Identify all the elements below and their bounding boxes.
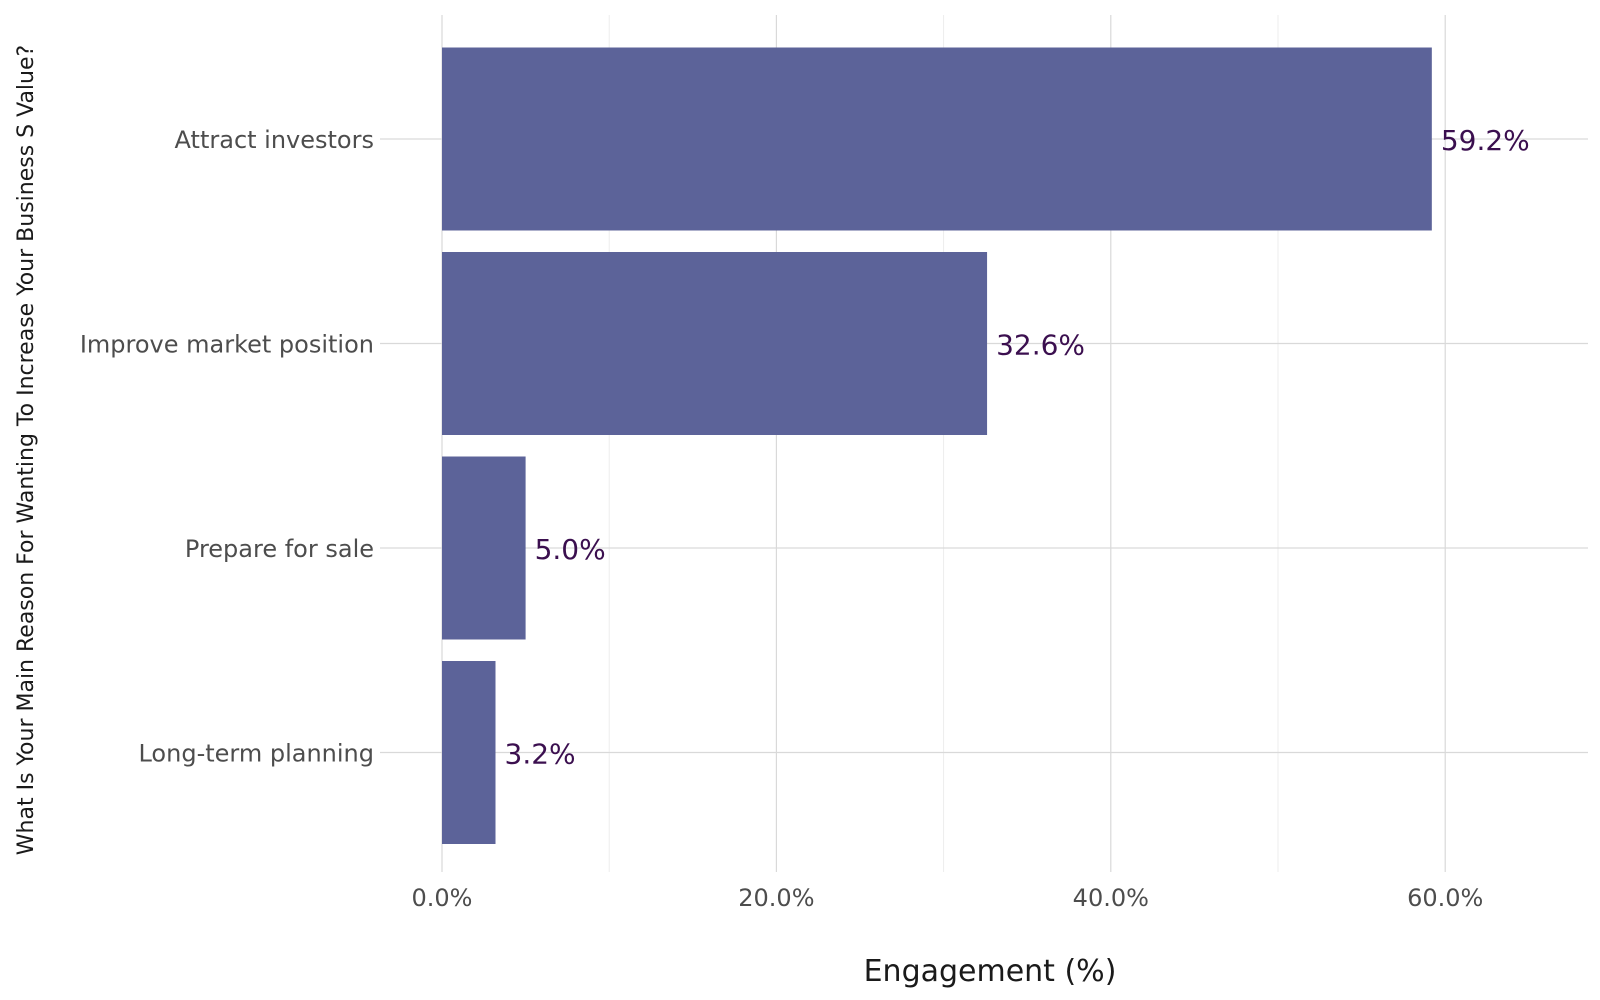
bar bbox=[442, 661, 496, 844]
data-label: 5.0% bbox=[535, 533, 606, 566]
category-label: Long-term planning bbox=[138, 740, 374, 768]
category-labels: Attract investors Improve market position… bbox=[80, 126, 374, 768]
category-label: Improve market position bbox=[80, 331, 374, 359]
x-tick-labels: 0.0% 20.0% 40.0% 60.0% bbox=[412, 884, 1484, 912]
bar bbox=[442, 252, 988, 435]
data-labels: 59.2% 32.6% 5.0% 3.2% bbox=[505, 124, 1530, 771]
y-axis-title: What Is Your Main Reason For Wanting To … bbox=[14, 45, 39, 855]
category-label: Attract investors bbox=[175, 126, 374, 154]
category-label: Prepare for sale bbox=[185, 535, 374, 563]
bar bbox=[442, 47, 1432, 231]
x-tick-label: 40.0% bbox=[1073, 884, 1149, 912]
x-tick-label: 60.0% bbox=[1407, 884, 1483, 912]
data-label: 3.2% bbox=[505, 738, 576, 771]
x-tick-label: 0.0% bbox=[412, 884, 473, 912]
x-axis-title: Engagement (%) bbox=[864, 954, 1117, 989]
x-tick-label: 20.0% bbox=[738, 884, 814, 912]
bars bbox=[442, 47, 1432, 844]
bar bbox=[442, 456, 526, 640]
data-label: 59.2% bbox=[1441, 124, 1530, 157]
data-label: 32.6% bbox=[996, 329, 1085, 362]
